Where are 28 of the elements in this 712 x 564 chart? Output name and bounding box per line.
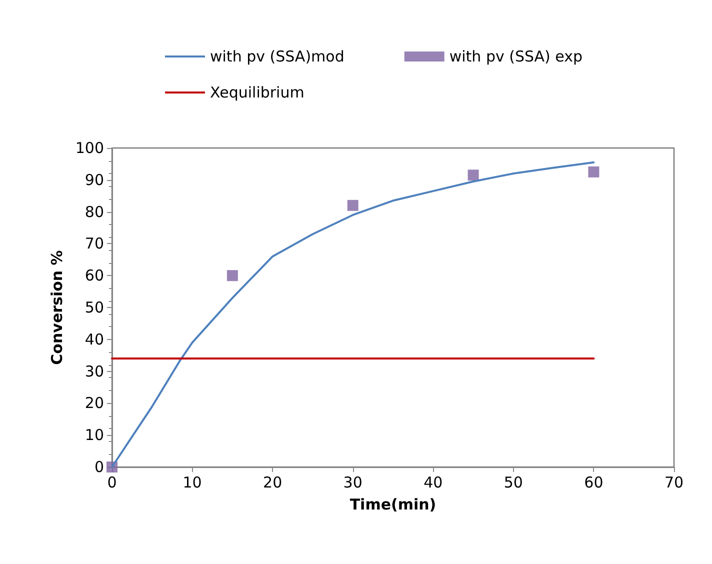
- x-axis-title: Time(min): [350, 496, 436, 514]
- x-tick-label: 0: [107, 474, 117, 492]
- x-tick-label: 10: [182, 474, 202, 492]
- y-tick-label: 80: [84, 202, 104, 221]
- y-tick-label: 20: [84, 394, 104, 412]
- x-tick-label: 40: [424, 474, 443, 492]
- legend-label: Xequilibrium: [210, 84, 304, 102]
- y-tick-label: 10: [84, 426, 104, 444]
- y-tick-label: 40: [84, 330, 104, 348]
- x-tick-label: 50: [504, 474, 523, 492]
- point: [347, 200, 358, 211]
- y-axis-title: Conversion %: [48, 250, 66, 365]
- y-tick-label: 30: [84, 362, 104, 380]
- legend-label: with pv (SSA) exp: [449, 48, 583, 66]
- x-tick-label: 20: [263, 474, 282, 492]
- point: [226, 270, 238, 282]
- y-tick-label: 50: [84, 298, 104, 316]
- point: [588, 166, 600, 178]
- y-tick-label: 0: [94, 458, 104, 476]
- x-tick-label: 60: [584, 474, 604, 492]
- x-tick-label: 70: [664, 474, 684, 492]
- y-tick-label: 100: [75, 139, 104, 157]
- y-tick-label: 60: [84, 266, 104, 285]
- y-tick-label: 90: [84, 170, 104, 189]
- point: [468, 170, 479, 181]
- legend-label: with pv (SSA)mod: [210, 48, 344, 66]
- y-tick-label: 70: [84, 234, 104, 253]
- x-tick-label: 30: [343, 474, 362, 492]
